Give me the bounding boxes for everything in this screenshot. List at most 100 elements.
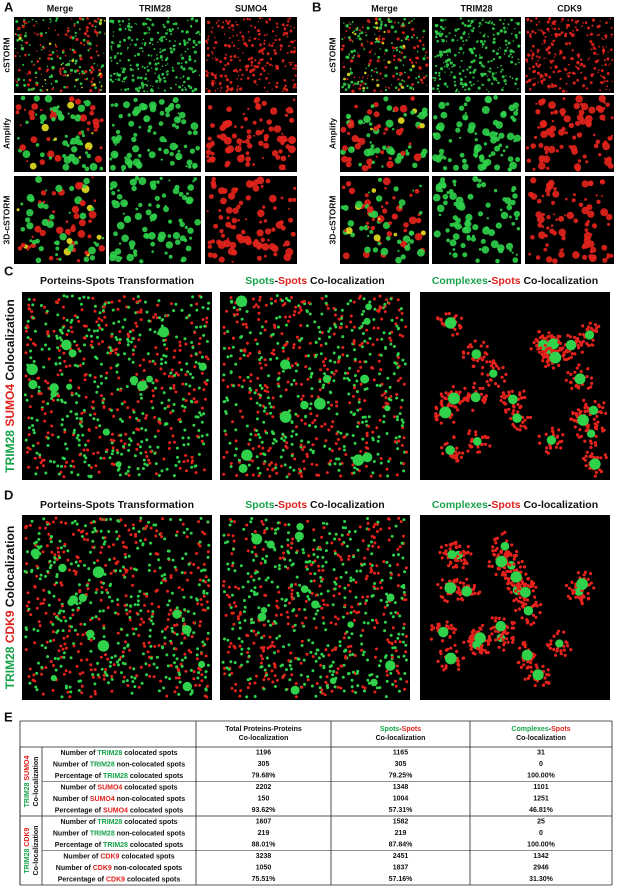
spot <box>149 526 153 530</box>
spot <box>538 441 542 445</box>
spot <box>148 61 152 65</box>
spot <box>198 624 202 628</box>
spot <box>449 222 454 227</box>
spot <box>174 464 178 467</box>
spot <box>468 429 472 433</box>
spot <box>354 104 358 109</box>
spot <box>15 83 19 87</box>
spot <box>363 415 367 419</box>
spot <box>213 223 219 229</box>
spot <box>375 155 378 158</box>
spot <box>87 578 91 582</box>
spot <box>417 75 421 79</box>
spot <box>362 86 366 90</box>
spot <box>232 207 239 214</box>
spot <box>156 204 161 209</box>
spot <box>592 46 596 50</box>
spot <box>118 73 122 76</box>
spot <box>98 609 102 613</box>
spot <box>134 22 136 24</box>
spot <box>205 433 209 437</box>
spot <box>264 228 272 235</box>
spot <box>435 35 438 39</box>
spot <box>463 51 465 54</box>
spot <box>174 45 176 47</box>
spot <box>245 238 252 246</box>
spot <box>263 328 267 332</box>
spot <box>156 429 160 433</box>
spot <box>404 325 408 329</box>
spot <box>491 82 494 86</box>
spot <box>367 153 370 157</box>
spot <box>371 471 375 475</box>
spot <box>40 644 44 647</box>
spot <box>76 78 80 81</box>
spot <box>399 45 403 49</box>
spot <box>369 141 372 144</box>
spot <box>543 145 550 152</box>
spot <box>602 142 611 151</box>
spot <box>271 227 276 232</box>
spot <box>244 322 248 326</box>
spot <box>340 47 344 51</box>
spot <box>156 303 160 307</box>
spot <box>300 418 304 422</box>
spot <box>29 356 33 360</box>
spot <box>474 18 476 20</box>
spot <box>121 541 125 544</box>
spot <box>366 77 368 80</box>
spot <box>129 533 133 537</box>
spot <box>146 609 150 613</box>
spot <box>68 96 75 102</box>
spot <box>285 441 289 445</box>
spot <box>116 62 119 65</box>
spot <box>175 83 177 86</box>
spot <box>388 457 392 461</box>
spot <box>512 405 516 409</box>
spot <box>533 65 535 67</box>
spot <box>210 30 213 33</box>
spot <box>352 339 356 343</box>
spot <box>589 376 594 380</box>
spot <box>186 370 190 374</box>
spot <box>403 228 408 233</box>
spot <box>234 403 238 407</box>
spot <box>94 30 97 33</box>
spot <box>201 640 205 644</box>
spot <box>361 26 364 29</box>
spot <box>184 399 188 403</box>
spot <box>599 456 603 460</box>
spot <box>348 53 350 55</box>
spot <box>189 303 193 307</box>
complex <box>584 330 595 340</box>
column-header: Merge <box>371 3 398 13</box>
spot <box>254 338 258 342</box>
spot <box>180 65 183 68</box>
spot <box>501 68 504 72</box>
spot <box>539 76 542 78</box>
spot <box>46 89 49 91</box>
spot <box>89 255 96 261</box>
spot <box>392 345 396 348</box>
spot <box>77 438 81 442</box>
spot <box>124 472 128 476</box>
spot <box>111 19 115 23</box>
spot <box>183 39 186 42</box>
spot <box>86 147 89 150</box>
spot <box>95 44 98 47</box>
spot <box>115 255 122 262</box>
spot <box>502 22 505 25</box>
spot <box>282 90 284 92</box>
spot <box>46 402 50 406</box>
spot <box>601 244 608 251</box>
spot <box>26 450 29 454</box>
spot <box>248 438 252 442</box>
spot <box>63 156 72 164</box>
spot <box>337 468 341 472</box>
spot <box>206 606 210 610</box>
spot <box>249 379 253 383</box>
column-header: CDK9 <box>557 3 582 13</box>
spot <box>35 671 39 675</box>
spot <box>205 73 209 77</box>
spot <box>577 56 580 59</box>
